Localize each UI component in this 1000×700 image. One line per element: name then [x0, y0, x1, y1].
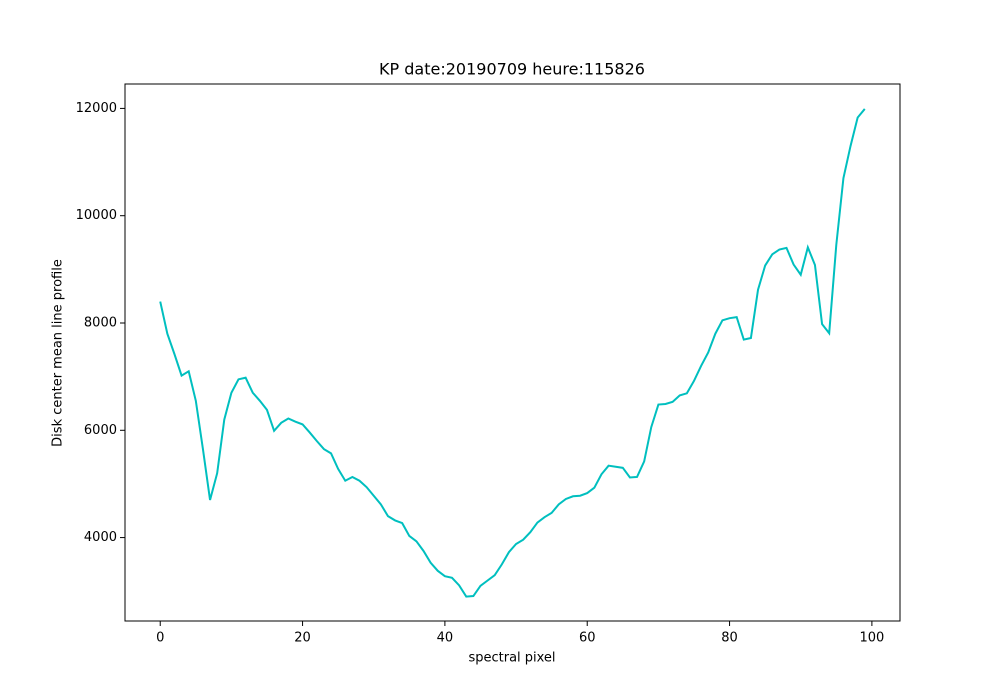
y-tick-label: 4000 — [84, 530, 117, 545]
chart-title: KP date:20190709 heure:115826 — [379, 60, 645, 79]
plot-frame — [124, 83, 901, 622]
x-tick-label: 60 — [579, 631, 596, 646]
x-tick-label: 20 — [294, 631, 311, 646]
data-line — [159, 108, 866, 598]
y-axis-label: Disk center mean line profile — [51, 259, 66, 447]
y-tick-label: 6000 — [84, 423, 117, 438]
y-tick-label: 12000 — [76, 101, 117, 116]
x-tick-label: 0 — [156, 631, 164, 646]
y-tick-label: 8000 — [84, 315, 117, 330]
y-tick-label: 10000 — [76, 208, 117, 223]
x-tick-label: 40 — [437, 631, 454, 646]
x-tick-label: 80 — [721, 631, 738, 646]
x-tick-label: 100 — [859, 631, 884, 646]
x-axis-label: spectral pixel — [468, 651, 555, 666]
